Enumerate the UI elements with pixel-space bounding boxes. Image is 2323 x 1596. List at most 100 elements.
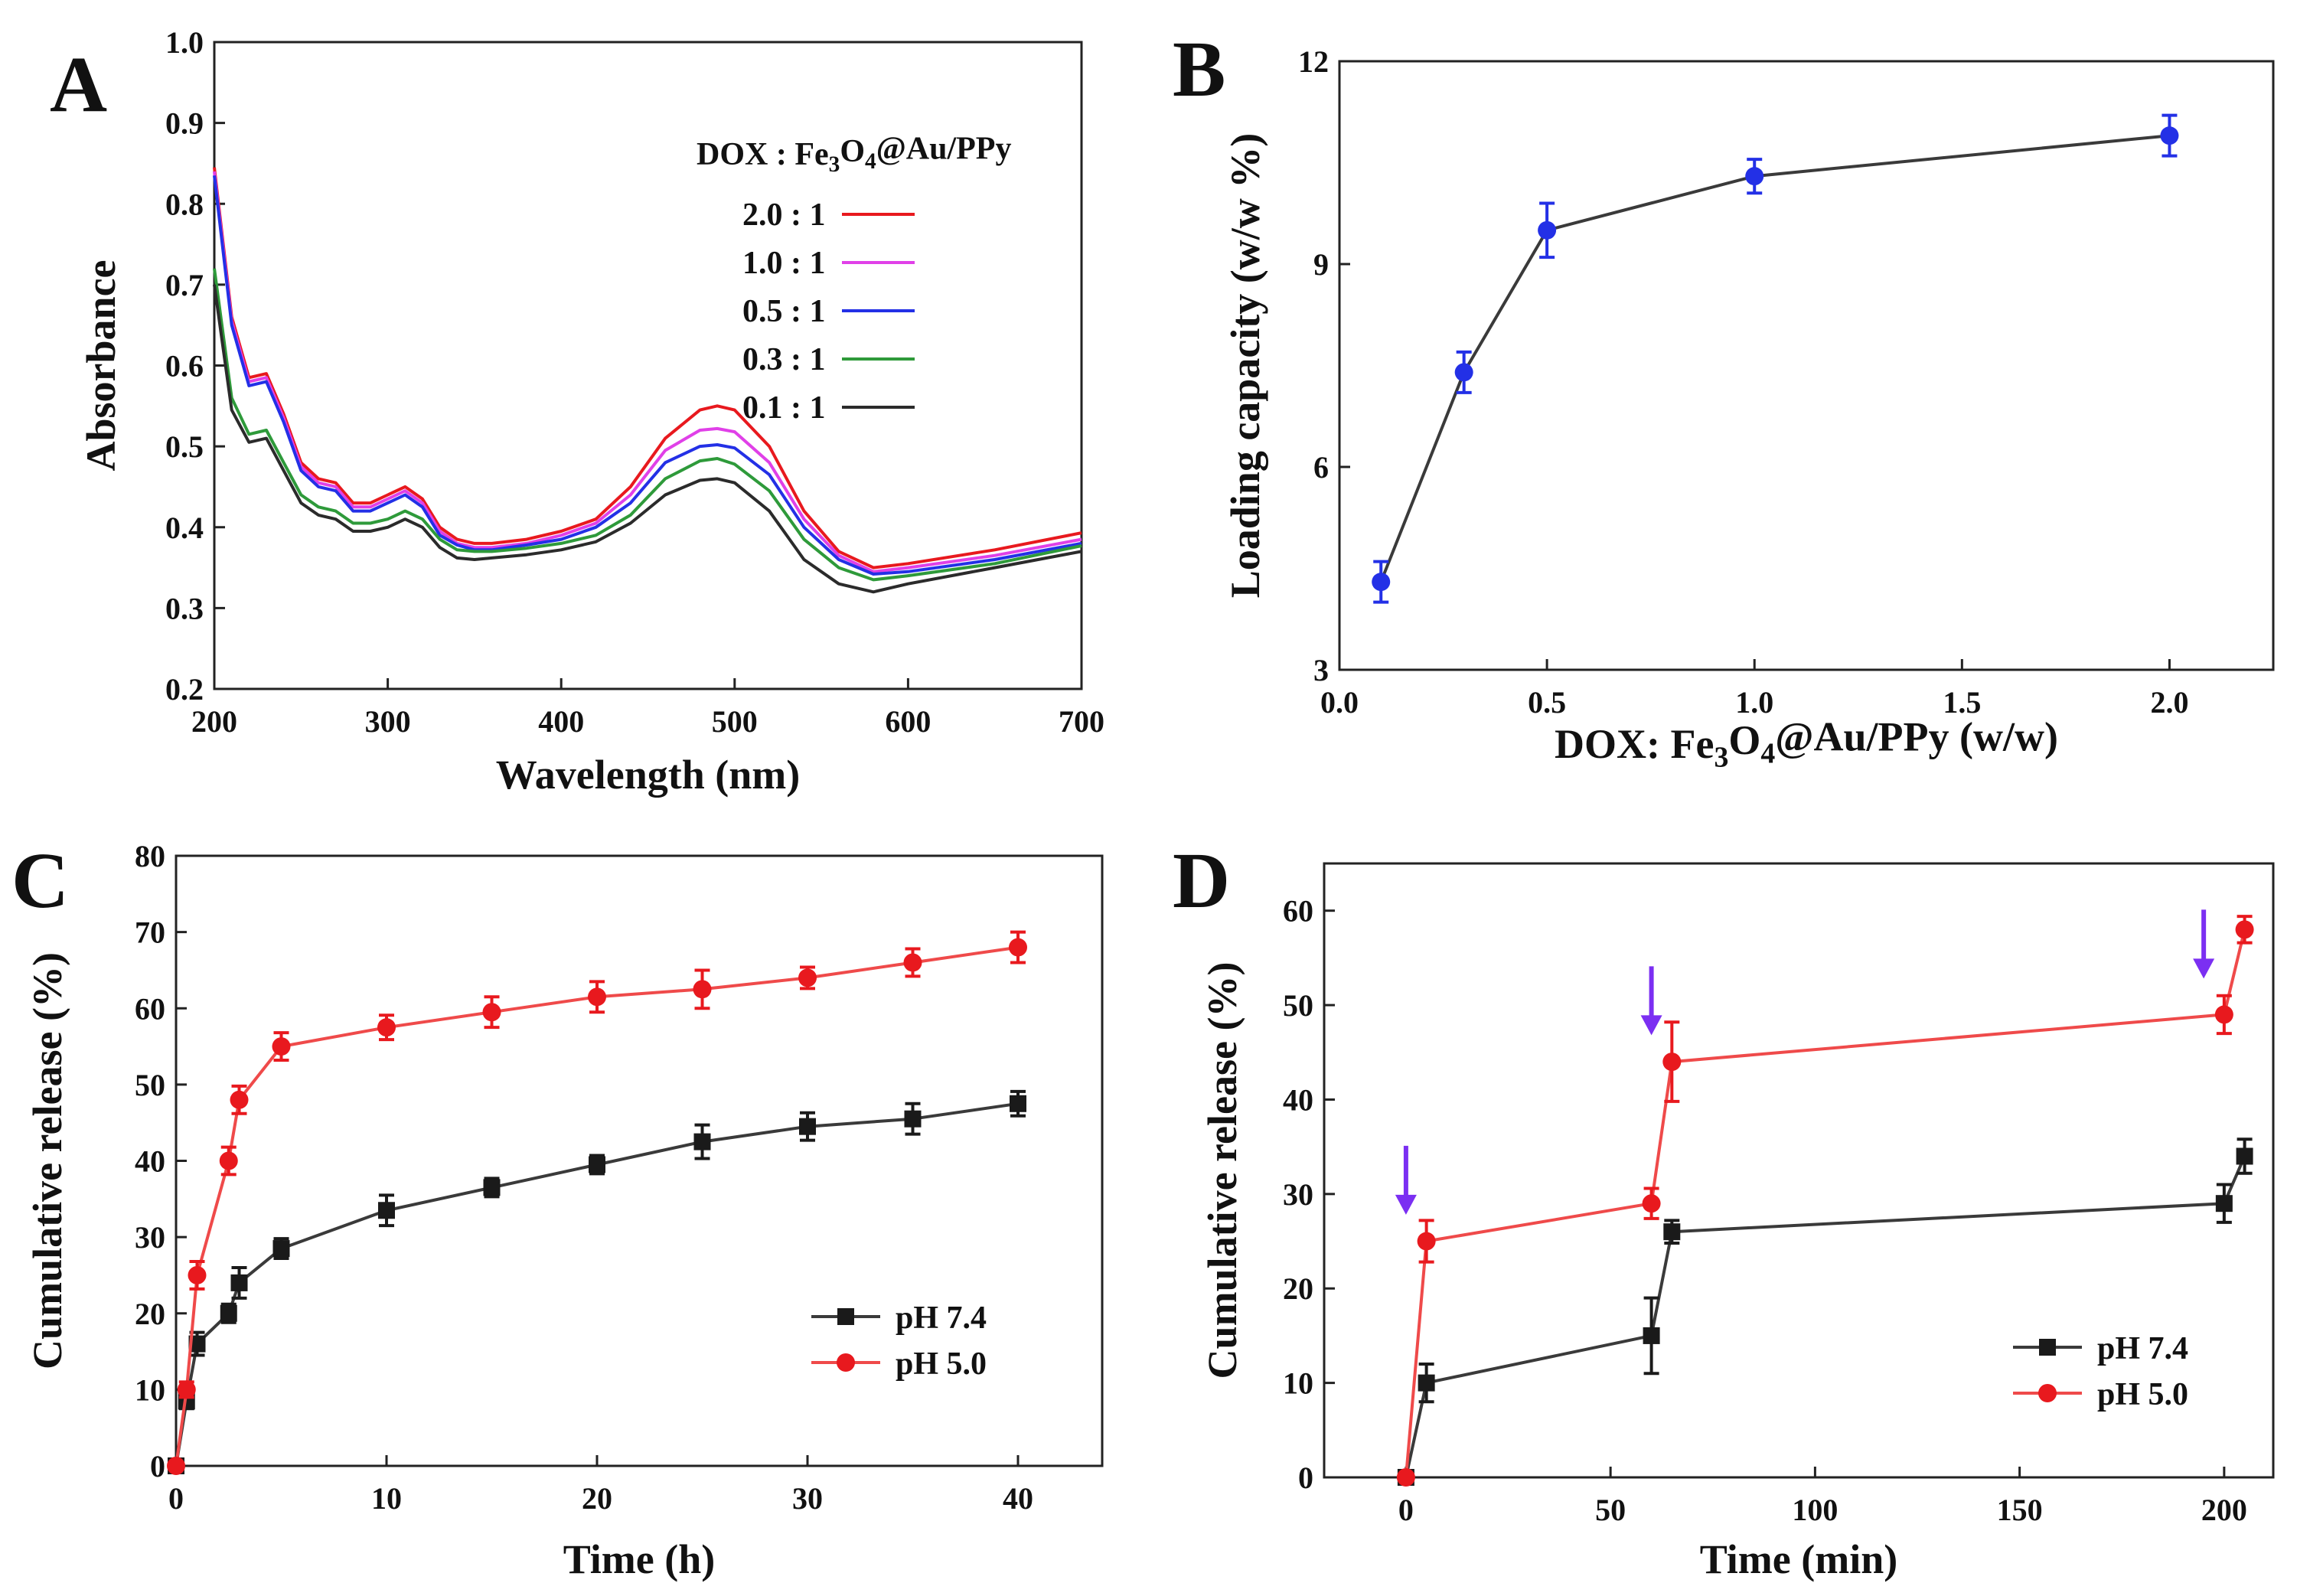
series-line [213, 175, 1082, 576]
stimulus-arrow-head [1395, 1194, 1417, 1215]
label-part: O [840, 134, 865, 169]
y-tick-label: 12 [1298, 44, 1329, 79]
data-point [1745, 167, 1764, 186]
data-point [1009, 938, 1027, 957]
y-axis-label: Cumulative release (%) [24, 952, 70, 1369]
series-line [213, 171, 1082, 573]
x-axis-label: Wavelength (nm) [496, 752, 801, 798]
y-tick-label: 40 [135, 1144, 165, 1179]
y-tick-label: 10 [1283, 1366, 1313, 1401]
y-tick-label: 0.6 [165, 349, 204, 383]
data-point [220, 1304, 237, 1322]
data-point [483, 1179, 501, 1196]
data-point [1010, 1095, 1026, 1112]
x-tick-label: 600 [885, 704, 931, 739]
y-tick-label: 6 [1313, 450, 1329, 485]
x-tick-label: 10 [371, 1481, 402, 1516]
data-point [1396, 1468, 1415, 1487]
y-tick-label: 0.5 [165, 429, 204, 464]
x-tick-label: 40 [1003, 1481, 1033, 1516]
data-point [588, 987, 606, 1007]
label-part: Fe [794, 137, 828, 172]
data-point [2235, 920, 2254, 939]
data-point [482, 1003, 501, 1022]
x-tick-label: 2.0 [2150, 685, 2188, 720]
y-tick-label: 0 [1298, 1461, 1313, 1495]
y-tick-label: 60 [135, 991, 165, 1026]
x-tick-label: 0.5 [1528, 685, 1566, 720]
y-tick-label: 80 [135, 839, 165, 873]
data-point [188, 1265, 207, 1284]
x-tick-label: 1.0 [1735, 685, 1773, 720]
series-line [213, 167, 1082, 570]
data-point [1643, 1327, 1660, 1344]
data-point [230, 1274, 248, 1291]
stimulus-arrow-head [2193, 958, 2215, 979]
data-point [1454, 363, 1473, 382]
x-tick-label: 100 [1792, 1493, 1838, 1527]
y-tick-label: 60 [1283, 894, 1313, 929]
y-tick-label: 20 [1283, 1271, 1313, 1306]
data-point [272, 1037, 291, 1056]
data-point [2215, 1195, 2233, 1213]
legend-label: pH 5.0 [896, 1346, 987, 1382]
y-tick-label: 0 [150, 1449, 165, 1483]
y-tick-label: 10 [135, 1372, 165, 1407]
y-tick-label: 30 [1283, 1177, 1313, 1212]
legend-label: 2.0 : 1 [742, 197, 826, 233]
y-axis-label: Loading capacity (w/w %) [1222, 133, 1268, 599]
y-tick-label: 0.3 [165, 591, 204, 625]
label-part: O [1728, 717, 1760, 763]
y-tick-label: 70 [135, 915, 165, 950]
x-axis-label: Time (min) [1700, 1536, 1897, 1582]
panel-d-chart: D 0 10 20 30 40 50 60 0 50 100 150 200 Time (min) Cumu… [1173, 837, 2275, 1582]
legend-marker [837, 1308, 854, 1325]
y-tick-label: 50 [135, 1068, 165, 1102]
y-tick-label: 9 [1313, 247, 1329, 282]
legend-label: 1.0 : 1 [742, 246, 826, 281]
legend-label: pH 7.4 [896, 1301, 987, 1336]
y-tick-label: 0.7 [165, 268, 204, 302]
x-tick-label: 400 [538, 704, 584, 739]
legend-marker [2038, 1384, 2057, 1402]
x-tick-label: 30 [792, 1481, 823, 1516]
y-tick-label: 0.8 [165, 187, 204, 221]
y-tick-label: 1.0 [165, 25, 204, 60]
series-line [213, 268, 1082, 582]
data-point [798, 968, 817, 987]
label-part: 3 [1714, 741, 1728, 773]
y-tick-label: 0.4 [165, 511, 204, 545]
series-line [1404, 1155, 2246, 1478]
y-tick-label: 20 [135, 1297, 165, 1331]
series-line [1379, 134, 2170, 583]
label-part: 4 [1760, 737, 1775, 769]
panel-letter: B [1173, 25, 1225, 113]
data-point [1372, 573, 1391, 592]
data-point [589, 1156, 605, 1173]
y-tick-label: 40 [1283, 1082, 1313, 1117]
data-point [799, 1118, 816, 1135]
data-point [2236, 1147, 2253, 1165]
label-part: @Au/PPy [876, 131, 1012, 166]
series-line [1404, 929, 2246, 1478]
data-point [272, 1240, 290, 1258]
data-point [219, 1151, 238, 1170]
panel-letter: C [11, 837, 69, 925]
x-tick-label: 20 [582, 1481, 612, 1516]
y-axis-label: Absorbance [78, 259, 124, 471]
x-tick-label: 0 [168, 1481, 184, 1516]
data-point [378, 1202, 395, 1219]
x-tick-label: 300 [365, 704, 411, 739]
legend-label: 0.3 : 1 [742, 342, 826, 377]
label-part: DOX: [1555, 721, 1670, 767]
x-tick-label: 0.0 [1320, 685, 1359, 720]
axes-frame [1323, 862, 2275, 1479]
x-tick-label: 50 [1595, 1493, 1626, 1527]
label-part: Fe [1671, 721, 1715, 767]
legend-label: 0.5 : 1 [742, 294, 826, 329]
panel-letter: A [50, 41, 107, 129]
data-point [1663, 1223, 1681, 1241]
x-tick-label: 200 [191, 704, 237, 739]
